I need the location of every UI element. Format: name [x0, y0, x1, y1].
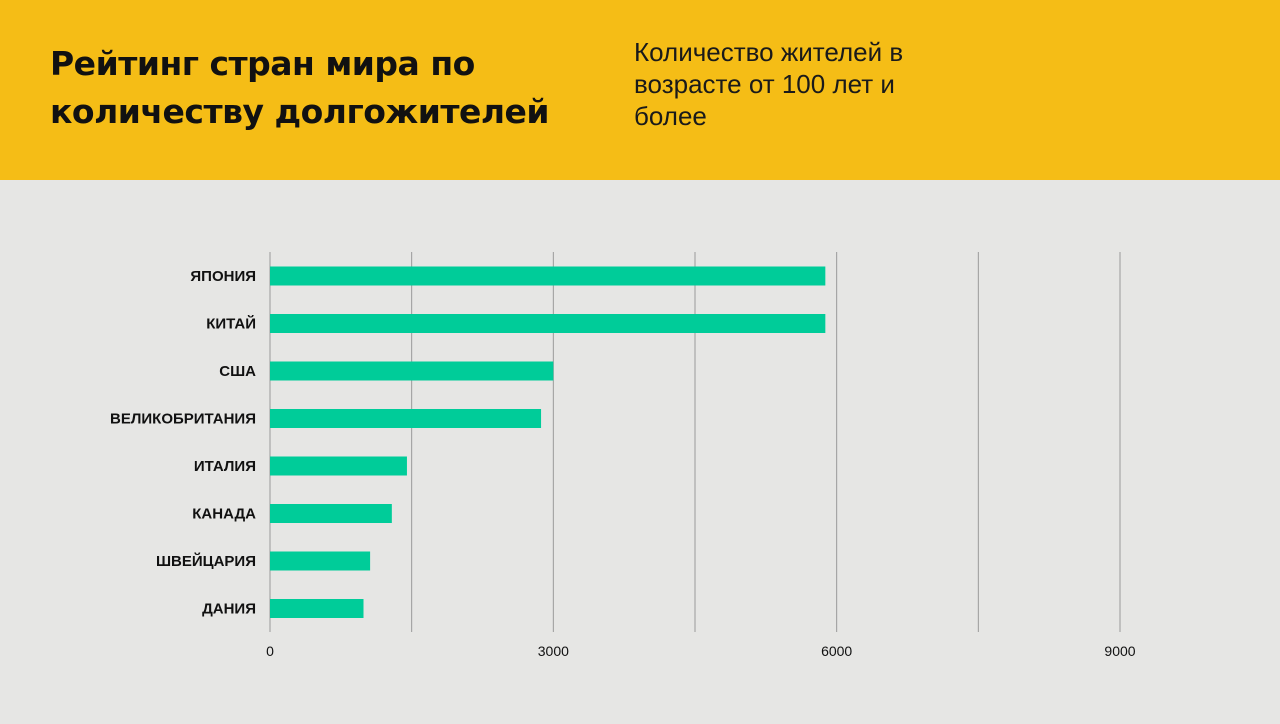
tick-label: 0: [266, 643, 274, 659]
category-labels: ЯПОНИЯ КИТАЙ США ВЕЛИКОБРИТАНИЯ ИТАЛИЯ КАНАДА…: [110, 268, 256, 618]
category-label: КАНАДА: [192, 506, 256, 523]
bar-chart: ЯПОНИЯ КИТАЙ США ВЕЛИКОБРИТАНИЯ ИТАЛИЯ КАНАДА…: [0, 180, 1280, 719]
bar: [270, 361, 554, 381]
chart-svg: ЯПОНИЯ КИТАЙ США ВЕЛИКОБРИТАНИЯ ИТАЛИЯ КАНАДА…: [110, 252, 1136, 659]
bar: [270, 266, 826, 286]
category-label: США: [219, 363, 256, 380]
bar: [270, 504, 392, 523]
category-label: ДАНИЯ: [202, 601, 256, 618]
bar: [270, 314, 826, 333]
tick-label: 9000: [1104, 643, 1135, 659]
header-banner: Рейтинг стран мира по количеству долгожи…: [0, 0, 1280, 180]
bar: [270, 599, 364, 618]
category-label: ШВЕЙЦАРИЯ: [156, 552, 256, 570]
gridlines: [269, 252, 1121, 632]
category-label: ИТАЛИЯ: [194, 458, 256, 475]
bar: [270, 409, 542, 428]
category-label: ЯПОНИЯ: [190, 268, 256, 285]
category-label: ВЕЛИКОБРИТАНИЯ: [110, 411, 256, 428]
bar: [270, 456, 407, 476]
category-label: КИТАЙ: [206, 315, 256, 333]
page-title: Рейтинг стран мира по количеству долгожи…: [50, 44, 550, 131]
chart-subtitle: Количество жителей в возрасте от 100 лет…: [634, 37, 904, 131]
tick-label: 6000: [821, 643, 852, 659]
tick-label: 3000: [538, 643, 569, 659]
bar: [270, 551, 371, 571]
bars: [270, 266, 826, 618]
tick-labels: 0 3000 6000 9000: [266, 643, 1136, 659]
